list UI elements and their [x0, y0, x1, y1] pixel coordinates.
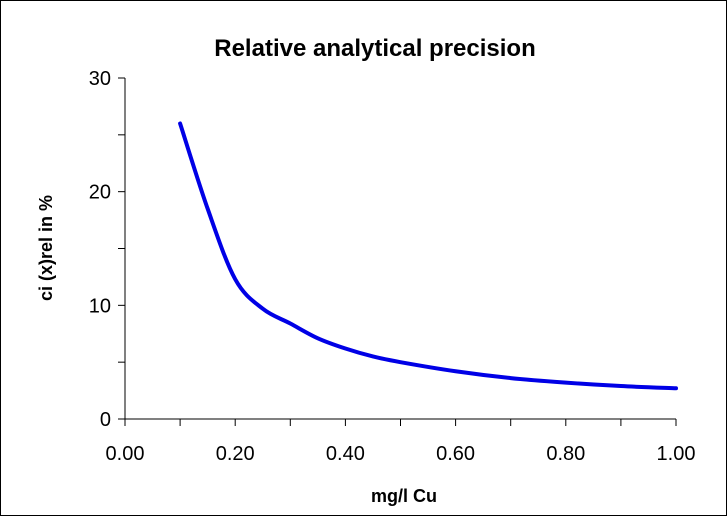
y-tick-label: 10: [89, 295, 111, 317]
y-axis-label: ci (x)rel in %: [36, 195, 56, 301]
y-tick-label: 0: [100, 409, 111, 431]
x-tick-label: 1.00: [657, 443, 696, 465]
chart-ticks: 0 10 20 30 0.00 0.20 0.40 0.60 0.80 1.00: [89, 68, 696, 465]
chart-axes: [124, 78, 676, 420]
y-tick-label: 30: [89, 68, 111, 90]
series-line: [178, 121, 678, 391]
x-tick-label: 0.60: [436, 443, 475, 465]
x-tick-label: 0.40: [326, 443, 365, 465]
chart-title: Relative analytical precision: [214, 35, 535, 62]
x-tick-label: 0.20: [216, 443, 255, 465]
x-axis-label: mg/l Cu: [371, 486, 437, 506]
x-tick-label: 0.80: [546, 443, 585, 465]
chart-series: [178, 121, 678, 391]
y-tick-label: 20: [89, 182, 111, 204]
x-tick-label: 0.00: [106, 443, 145, 465]
